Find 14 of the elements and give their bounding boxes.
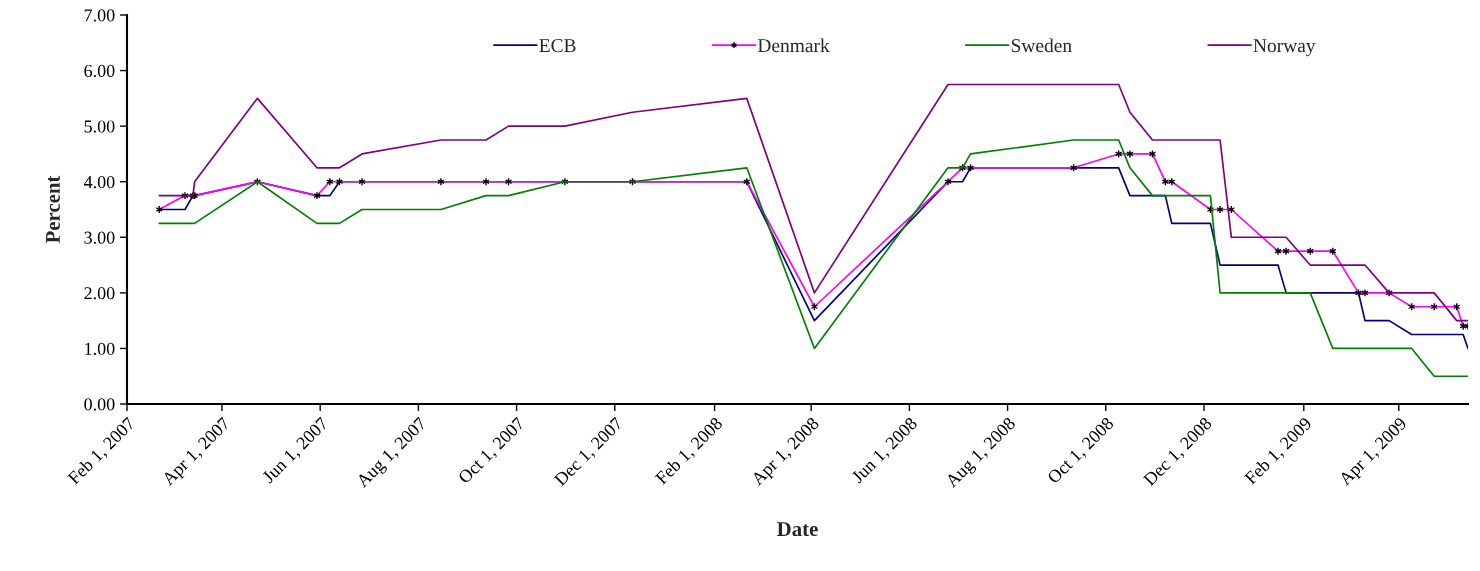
y-tick-label: 6.00 xyxy=(84,64,115,78)
y-tick-label: 3.00 xyxy=(84,231,115,244)
legend-label: Norway xyxy=(1253,39,1316,57)
legend-label: Denmark xyxy=(757,38,830,53)
y-tick-label: 2.00 xyxy=(84,287,115,300)
y-tick-label: 0.00 xyxy=(84,398,115,411)
y-axis-title: Percent xyxy=(46,175,60,244)
legend-label: ECB xyxy=(539,39,576,53)
y-tick-label: 5.00 xyxy=(84,120,115,133)
y-tick-label: 4.00 xyxy=(83,175,115,189)
x-axis-title: Date xyxy=(777,522,818,537)
y-tick-label: 1.00 xyxy=(85,342,115,355)
legend-label: Sweden xyxy=(1011,38,1072,53)
y-tick-label: 7.00 xyxy=(84,9,115,22)
